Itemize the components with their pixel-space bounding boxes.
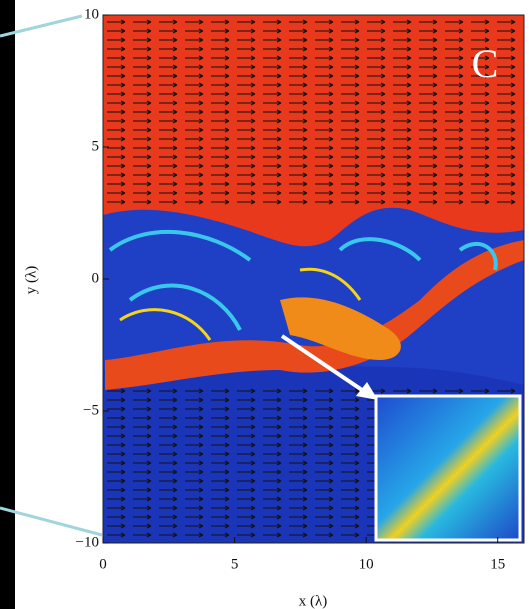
y-axis-label: y (λ) — [23, 266, 39, 295]
zoom-arrow — [280, 334, 370, 396]
x-tick-label: 10 — [359, 556, 374, 572]
callout-line — [0, 14, 83, 38]
x-tick-label: 15 — [490, 556, 505, 572]
red-band — [105, 240, 524, 390]
zoom-inset — [374, 394, 522, 542]
panel-label: C — [472, 41, 499, 86]
x-tick-label: 5 — [231, 556, 239, 572]
x-axis-label: x (λ) — [299, 593, 328, 609]
y-tick-label: 10 — [84, 6, 99, 22]
vortex-filaments — [108, 229, 498, 331]
callout-line — [0, 506, 103, 537]
vortex-filaments — [119, 267, 362, 341]
y-tick-label: 5 — [92, 138, 100, 154]
orange-lobe — [280, 297, 401, 360]
zoom-arrowhead — [356, 382, 378, 400]
y-tick-label: −5 — [83, 402, 99, 418]
y-tick-label: −10 — [76, 534, 99, 550]
y-tick-label: 0 — [92, 270, 100, 286]
x-tick-label: 0 — [99, 556, 107, 572]
